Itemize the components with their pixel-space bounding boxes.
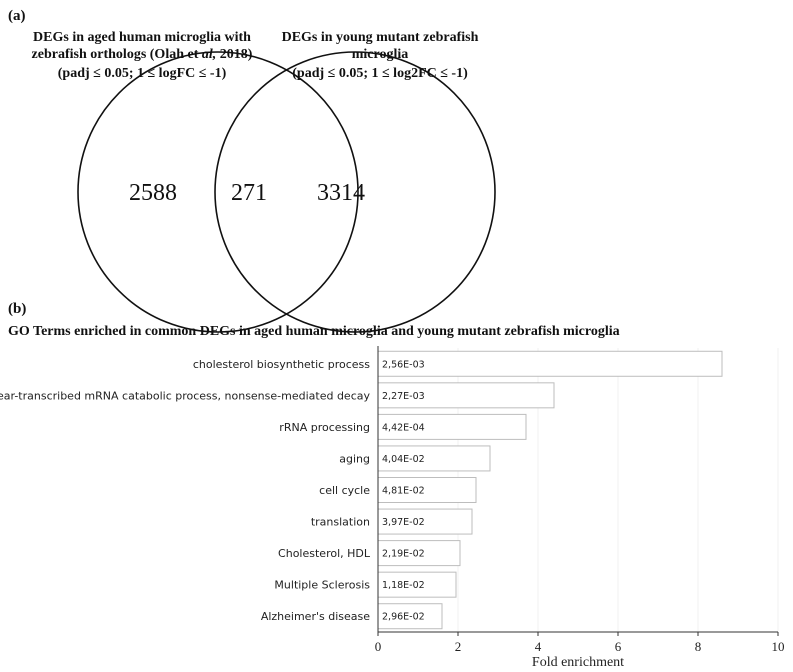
- bar: [377, 350, 723, 377]
- category-label: aging: [339, 452, 370, 465]
- panel-b-label: (b): [8, 301, 26, 317]
- venn-left-circle: [77, 51, 359, 333]
- bar: [377, 477, 477, 503]
- category-label: nuclear-transcribed mRNA catabolic proce…: [0, 389, 370, 402]
- bar-data-label: 2,56E-03: [382, 359, 425, 370]
- bar-data-label: 4,04E-02: [382, 454, 425, 465]
- category-label: cell cycle: [319, 484, 370, 497]
- venn-right-title: DEGs in young mutant zebrafish microglia…: [282, 30, 479, 81]
- venn-left-title: DEGs in aged human microglia with zebraf…: [32, 30, 253, 81]
- category-label: translation: [311, 516, 370, 529]
- bar: [377, 413, 527, 440]
- x-tick-label: 8: [695, 639, 702, 654]
- venn-left-title-line-2: zebrafish orthologs (Olah et al, 2018): [32, 47, 253, 62]
- venn-left-title-line-1: DEGs in aged human microglia with: [33, 30, 251, 45]
- venn-left-only-count: 2588: [129, 180, 177, 206]
- venn-right-circle: [214, 51, 496, 333]
- bar: [377, 540, 461, 567]
- category-label: Alzheimer's disease: [261, 610, 370, 623]
- bar-data-label: 4,81E-02: [382, 486, 425, 497]
- bar-data-label: 2,19E-02: [382, 549, 425, 560]
- category-label: Multiple Sclerosis: [274, 579, 370, 592]
- bar: [377, 603, 443, 630]
- bar-data-label: 4,42E-04: [382, 422, 425, 433]
- venn-overlap-count: 271: [231, 180, 267, 206]
- bar-data-label: 2,27E-03: [382, 391, 425, 402]
- bar: [377, 382, 555, 409]
- x-tick-label: 4: [535, 639, 542, 654]
- go-enrichment-chart: 2,56E-03 cholesterol biosynthetic process…: [0, 346, 785, 670]
- x-tick-label: 10: [772, 639, 785, 654]
- bar-data-label: 3,97E-02: [382, 517, 425, 528]
- venn-right-only-count: 3314: [317, 180, 365, 206]
- panel-a-label: (a): [8, 8, 26, 24]
- x-tick-label: 0: [375, 639, 382, 654]
- x-tick-label: 2: [455, 639, 462, 654]
- x-tick-label: 6: [615, 639, 622, 654]
- venn-right-title-line-3: (padj ≤ 0.05; 1 ≤ log2FC ≤ -1): [292, 66, 468, 81]
- x-axis-label: Fold enrichment: [532, 655, 624, 670]
- category-label: rRNA processing: [279, 421, 370, 434]
- venn-right-title-line-1: DEGs in young mutant zebrafish: [282, 30, 479, 45]
- bar-data-label: 2,96E-02: [382, 612, 425, 623]
- category-label: cholesterol biosynthetic process: [193, 358, 370, 371]
- panel-b-title: GO Terms enriched in common DEGs in aged…: [8, 324, 620, 339]
- category-label: Cholesterol, HDL: [278, 547, 371, 560]
- bar-data-label: 1,18E-02: [382, 580, 425, 591]
